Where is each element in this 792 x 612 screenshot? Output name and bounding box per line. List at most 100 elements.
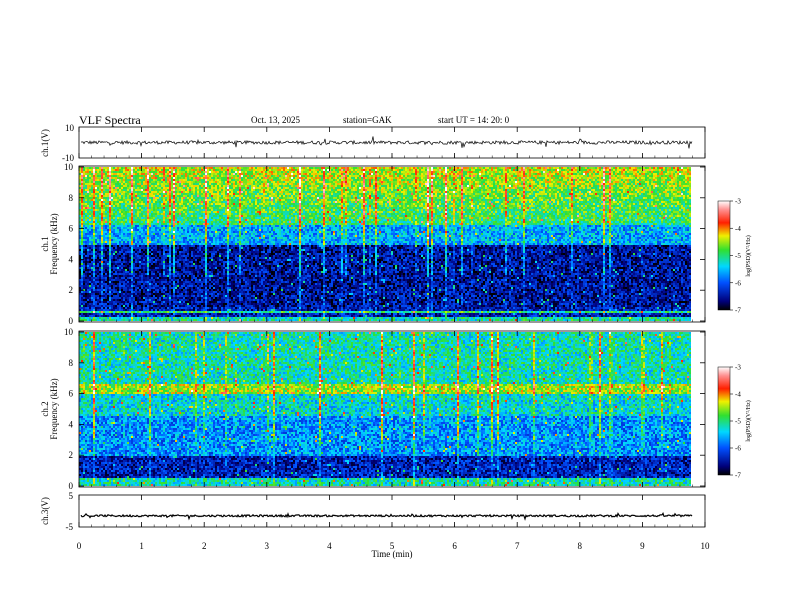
spectrogram-cell [417,183,419,185]
spectrogram-cell [525,187,527,189]
spectrogram-cell [231,167,233,169]
spectrogram-cell [409,175,411,177]
spectrogram-cell [511,195,513,197]
spectrogram-cell [233,183,235,185]
spectrogram-cell [119,175,121,177]
spectrogram-cell [273,183,275,185]
spectrogram-cell [151,197,153,199]
spectrogram-cell [477,183,479,185]
spectrogram-cell [503,181,505,183]
spectrogram-cell [495,175,497,177]
spectrogram-cell [435,193,437,195]
spectrogram-cell [643,191,645,193]
spectrogram-cell [281,173,283,175]
spectrogram-cell [393,189,395,191]
spectrogram-cell [107,179,109,181]
spectrogram-cell [663,177,665,179]
spectrogram-cell [157,179,159,181]
spectrogram-cell [249,167,251,169]
spectrogram-cell [245,175,247,177]
spectrogram-cell [213,169,215,171]
spectrogram-cell [437,185,439,187]
spectrogram-cell [259,197,261,199]
spectrogram-cell [611,183,613,185]
spectrogram-cell [555,195,557,197]
spectrogram-cell [147,199,149,201]
spectrogram-cell [561,179,563,181]
spectrogram-cell [111,191,113,193]
spectrogram-cell [345,193,347,195]
spectrogram-cell [493,191,495,193]
spectrogram-cell [375,169,377,171]
spectrogram-cell [599,175,601,177]
spectrogram-cell [87,199,89,201]
spectrogram-cell [437,181,439,183]
date-label: Oct. 13, 2025 [251,115,300,125]
spectrogram-cell [375,187,377,189]
spectrogram-cell [97,189,99,191]
spectrogram-cell [457,177,459,179]
spectrogram-cell [209,167,211,169]
spectrogram-cell [649,179,651,181]
spectrogram-cell [505,181,507,183]
spectrogram-cell [353,193,355,195]
spectrogram-cell [473,177,475,179]
spectrogram-cell [303,193,305,195]
spectrogram-cell [339,187,341,189]
spectrogram-cell [499,191,501,193]
spectrogram-cell [187,169,189,171]
spectrogram-cell [151,195,153,197]
spectrogram-cell [639,183,641,185]
spectrogram-cell [593,195,595,197]
spectrogram-cell [193,175,195,177]
spectrogram-cell [563,167,565,169]
spectrogram-cell [629,181,631,183]
spectrogram-cell [313,169,315,171]
spectrogram-cell [519,177,521,179]
spectrogram-cell [487,169,489,171]
spectrogram-cell [421,181,423,183]
spectrogram-cell [593,177,595,179]
spectrogram-cell [205,197,207,199]
spectrogram-cell [113,191,115,193]
spectrogram-cell [249,189,251,191]
spectrogram-cell [649,177,651,179]
spectrogram-cell [253,189,255,191]
spectrogram-cell [249,191,251,193]
spectrogram-cell [589,177,591,179]
spectrogram-cell [353,169,355,171]
spectrogram-cell [415,177,417,179]
spectrogram-cell [357,187,359,189]
spectrogram-cell [489,185,491,187]
spectrogram-cell [335,191,337,193]
spectrogram-cell [219,175,221,177]
spectrogram-cell [499,183,501,185]
spectrogram-cell [519,189,521,191]
spectrogram-cell [197,167,199,169]
spectrogram-cell [569,197,571,199]
spectrogram-cell [283,187,285,189]
spectrogram-cell [119,179,121,181]
spectrogram-cell [215,191,217,193]
spectrogram-cell [523,183,525,185]
spectrogram-cell [467,189,469,191]
spectrogram-cell [431,185,433,187]
spectrogram-cell [137,189,139,191]
spectrogram-cell [531,173,533,175]
spectrogram-cell [81,177,83,179]
spectrogram-cell [125,191,127,193]
spectrogram-cell [115,177,117,179]
spectrogram-cell [565,171,567,173]
spectrogram-cell [615,181,617,183]
spectrogram-cell [131,169,133,171]
spectrogram-cell [277,191,279,193]
spectrogram-cell [475,185,477,187]
spectrogram-cell [511,181,513,183]
spectrogram-cell [145,191,147,193]
spectrogram-cell [419,171,421,173]
spectrogram-cell [583,181,585,183]
spectrogram-cell [411,179,413,181]
spectrogram-cell [479,177,481,179]
spectrogram-cell [283,191,285,193]
spectrogram-cell [271,195,273,197]
